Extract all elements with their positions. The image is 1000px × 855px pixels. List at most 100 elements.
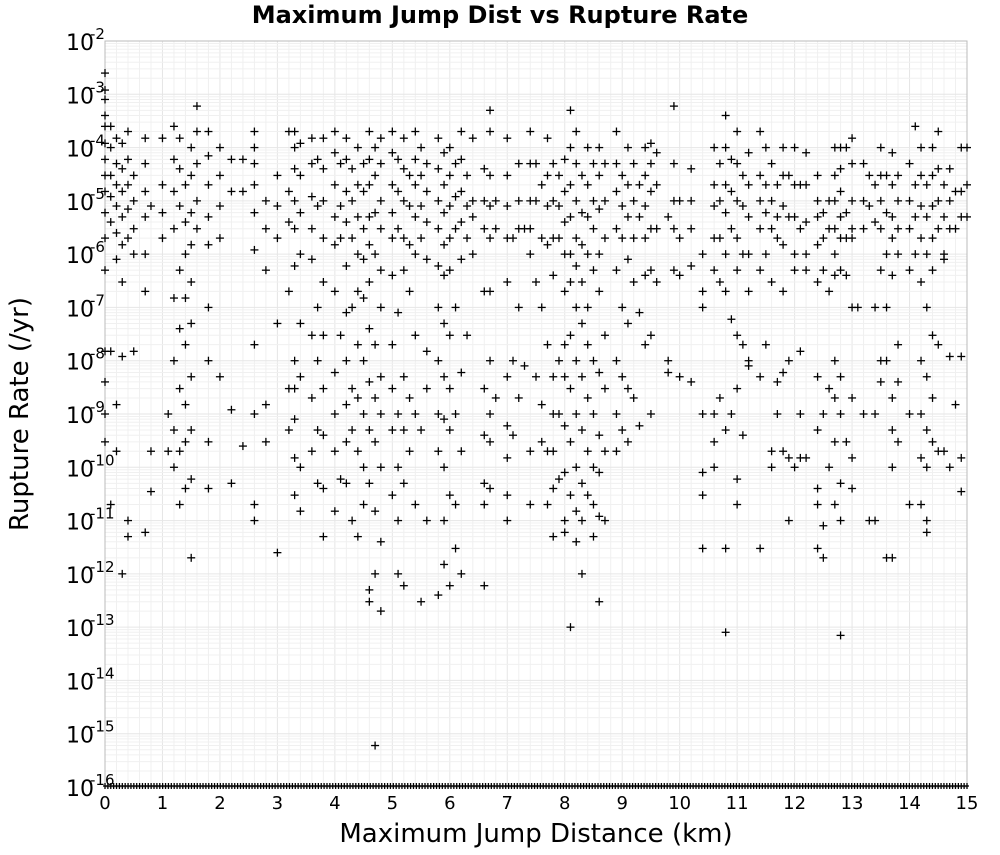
data-point [600,234,609,243]
data-point [612,410,621,418]
data-point [313,155,322,164]
data-point [612,187,621,196]
data-point [618,372,627,381]
data-point [480,164,489,173]
data-point [917,143,926,152]
data-point [876,224,885,233]
data-point [595,205,604,214]
data-point [566,278,575,287]
data-point [623,212,632,221]
data-point [123,516,132,525]
data-point [342,134,351,143]
x-tick-label: 9 [616,793,627,814]
data-point [434,303,443,312]
data-point [123,180,132,189]
data-point [894,250,903,259]
x-tick-label: 11 [726,793,749,814]
data-point [399,234,408,243]
y-tick-exponent: -3 [90,78,105,96]
data-point [733,384,742,393]
data-point [480,196,489,205]
data-point [457,447,466,456]
data-point [917,356,926,365]
data-point [583,447,592,456]
data-point [710,180,719,189]
data-point [411,331,420,340]
data-point [480,224,489,233]
data-point [440,516,449,525]
data-point [388,426,397,435]
data-point [440,415,449,424]
data-point [917,278,926,287]
data-point [572,196,581,205]
data-point [434,134,443,143]
data-point [101,377,109,386]
data-point [698,544,707,553]
data-point [376,159,385,168]
data-point [738,202,747,211]
data-point [365,426,374,435]
data-point [687,377,696,386]
data-point [733,500,742,509]
data-point [187,426,196,435]
data-point [290,261,299,270]
data-point [589,532,598,541]
data-point [365,127,374,136]
data-point [336,234,345,243]
data-point [250,340,259,349]
data-point [733,127,742,136]
data-point [118,569,127,578]
data-point [583,340,592,349]
data-point [451,192,460,201]
data-point [319,234,328,243]
data-point [399,196,408,205]
data-point [365,597,374,606]
data-point [922,250,931,259]
data-point [388,208,397,217]
data-point [376,196,385,205]
data-point [491,224,500,233]
y-axis-label: Rupture Rate (/yr) [5,297,35,531]
data-point [141,212,150,221]
data-point [480,581,489,590]
data-point [365,180,374,189]
data-point [767,196,776,205]
y-tick-base: 10 [66,404,94,429]
data-point [819,553,828,562]
data-point [652,148,661,157]
data-point [957,352,966,361]
data-point [330,127,339,136]
data-point [468,196,477,205]
data-point [342,155,351,164]
data-point [290,384,299,393]
data-point [250,208,259,217]
data-point [911,212,920,221]
data-point [181,294,190,303]
data-point [480,500,489,509]
data-point [566,250,575,259]
data-point [336,159,345,168]
data-point [687,224,696,233]
data-point [618,234,627,243]
data-point [848,453,857,462]
data-point [589,224,598,233]
data-point [623,319,632,328]
data-point [388,127,397,136]
data-point [284,287,293,296]
data-point [934,164,943,173]
x-tick-label: 13 [841,793,864,814]
data-point [106,192,115,201]
data-point [290,143,299,152]
data-point [359,500,368,509]
data-point [572,127,581,136]
data-point [727,155,736,164]
data-point [865,202,874,211]
data-point [238,155,247,164]
data-point [871,410,880,418]
data-point [819,266,828,275]
data-point [646,139,655,148]
data-point [859,410,868,418]
data-point [158,234,167,243]
data-point [405,171,414,180]
